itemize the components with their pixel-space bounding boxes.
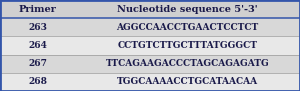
Text: 267: 267 — [28, 59, 47, 68]
Text: TTCAGAAGACCCTAGCAGAGATG: TTCAGAAGACCCTAGCAGAGATG — [106, 59, 269, 68]
Text: AGGCCAACCTGAACTCCTCT: AGGCCAACCTGAACTCCTCT — [116, 23, 259, 32]
Text: Nucleotide sequence 5'-3': Nucleotide sequence 5'-3' — [117, 5, 258, 14]
Bar — [0, 18, 300, 36]
Text: 264: 264 — [28, 41, 47, 50]
Bar — [0, 55, 300, 73]
Bar — [0, 36, 300, 55]
Text: CCTGTCTTGCTTTATGGGCT: CCTGTCTTGCTTTATGGGCT — [118, 41, 257, 50]
Bar — [0, 73, 300, 91]
Text: 263: 263 — [28, 23, 47, 32]
Bar — [0, 0, 300, 18]
Text: Primer: Primer — [19, 5, 56, 14]
Text: TGGCAAAACCTGCATAACAA: TGGCAAAACCTGCATAACAA — [117, 77, 258, 86]
Text: 268: 268 — [28, 77, 47, 86]
